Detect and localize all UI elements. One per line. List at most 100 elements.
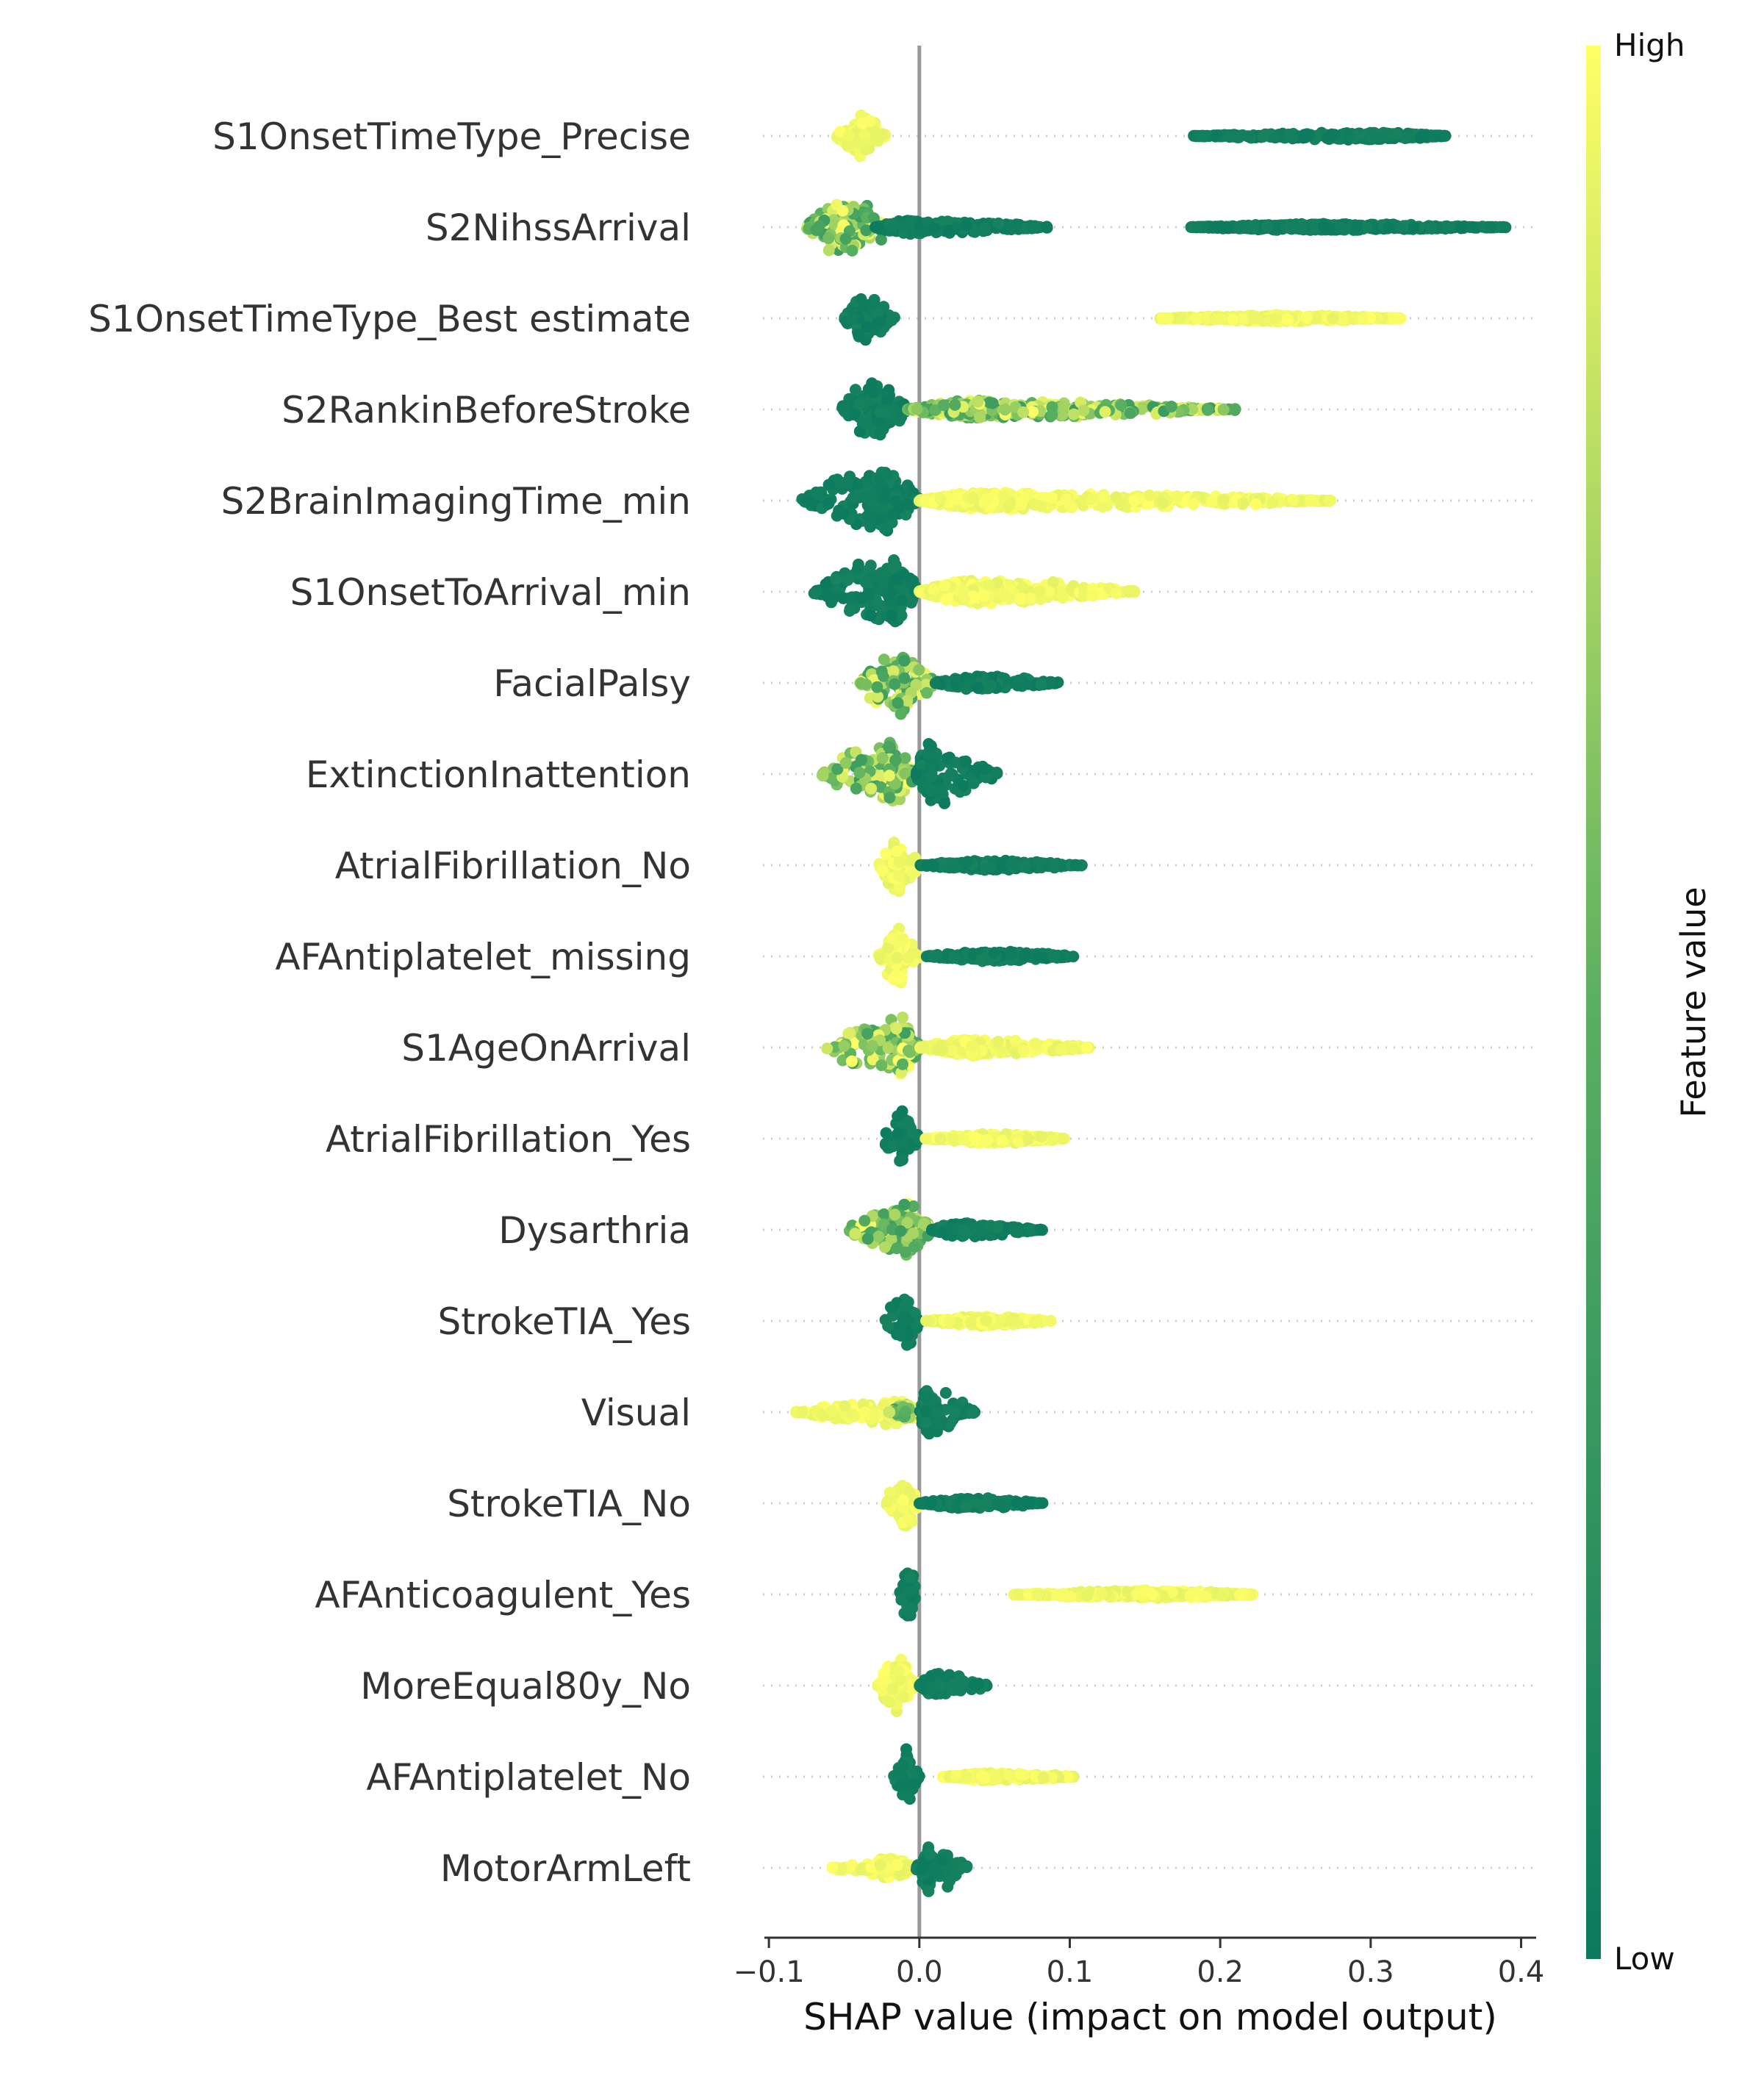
- shap-point: [940, 593, 953, 606]
- shap-point: [1017, 406, 1030, 418]
- shap-point: [1060, 493, 1072, 506]
- shap-point: [992, 217, 1005, 229]
- shap-point: [880, 848, 892, 860]
- shap-point: [1223, 131, 1236, 143]
- shap-point: [1294, 222, 1307, 234]
- shap-point: [960, 755, 972, 767]
- shap-point: [844, 605, 856, 617]
- shap-point: [881, 588, 894, 601]
- shap-point: [1270, 312, 1283, 324]
- shap-point: [861, 320, 873, 333]
- shap-point: [859, 576, 872, 589]
- shap-point: [1284, 221, 1297, 234]
- shap-point: [1196, 130, 1208, 143]
- shap-point: [816, 769, 828, 781]
- shap-point: [1441, 220, 1453, 232]
- shap-point: [978, 497, 991, 509]
- shap-point: [878, 493, 890, 505]
- shap-point: [836, 204, 849, 217]
- shap-point: [999, 404, 1011, 416]
- shap-point: [842, 574, 854, 587]
- shap-point: [1099, 406, 1111, 418]
- shap-point: [997, 490, 1010, 502]
- shap-point: [839, 406, 852, 418]
- shap-point: [853, 767, 866, 779]
- shap-point: [850, 782, 862, 795]
- shap-point: [860, 678, 872, 691]
- shap-point: [1247, 222, 1259, 234]
- shap-point: [874, 429, 886, 441]
- shap-point: [855, 293, 867, 305]
- shap-point: [849, 384, 861, 396]
- shap-point: [1381, 129, 1394, 142]
- shap-point: [1250, 312, 1263, 325]
- shap-point: [864, 609, 877, 622]
- shap-point: [1046, 401, 1058, 413]
- shap-point: [928, 222, 941, 234]
- shap-point: [867, 386, 880, 398]
- shap-point: [949, 398, 961, 411]
- shap-point: [1261, 221, 1273, 233]
- shap-point: [1266, 496, 1279, 509]
- shap-point: [946, 768, 958, 781]
- shap-point: [950, 493, 962, 505]
- shap-point: [883, 740, 895, 753]
- shap-point: [1390, 128, 1402, 140]
- shap-point: [1086, 493, 1098, 506]
- shap-point: [822, 498, 835, 510]
- shap-point: [1025, 592, 1037, 604]
- shap-point: [986, 397, 999, 409]
- shap-point: [937, 399, 950, 412]
- shap-point: [822, 244, 835, 257]
- shap-point: [1357, 312, 1369, 324]
- shap-point: [1023, 488, 1035, 501]
- shap-point: [892, 697, 904, 709]
- shap-point: [1402, 132, 1414, 144]
- shap-point: [1360, 221, 1373, 234]
- shap-point: [875, 128, 887, 140]
- shap-point: [808, 587, 821, 599]
- shap-point: [851, 563, 864, 576]
- shap-point: [972, 395, 984, 408]
- points-layer: [790, 110, 1512, 1897]
- shap-point: [1029, 498, 1041, 511]
- shap-point: [1216, 312, 1228, 325]
- shap-point: [1287, 494, 1299, 506]
- shap-point: [957, 585, 969, 598]
- shap-point: [1281, 314, 1294, 326]
- shap-point: [1323, 495, 1335, 507]
- shap-point: [889, 678, 901, 690]
- shap-point: [839, 756, 852, 769]
- shap-point: [967, 492, 979, 504]
- shap-point: [1257, 130, 1269, 143]
- shap-point: [929, 677, 942, 690]
- shap-point: [875, 406, 887, 418]
- shap-point: [871, 681, 883, 693]
- shap-point: [974, 411, 986, 423]
- shap-point: [1211, 129, 1223, 142]
- shap-point: [1327, 312, 1339, 324]
- shap-point: [1250, 498, 1262, 511]
- shap-point: [1237, 497, 1250, 509]
- shap-point: [1115, 399, 1127, 412]
- shap-point: [1227, 313, 1239, 326]
- shap-point: [1128, 494, 1141, 506]
- shap-point: [925, 739, 937, 752]
- shap-point: [913, 664, 925, 676]
- shap-point: [972, 681, 984, 694]
- shap-point: [881, 469, 893, 481]
- shap-point: [842, 129, 855, 142]
- shap-point: [1122, 585, 1135, 598]
- shap-point: [883, 792, 896, 804]
- shap-point: [853, 398, 866, 410]
- shap-point: [1485, 221, 1497, 234]
- shap-point: [1205, 495, 1218, 508]
- shap-point: [830, 573, 842, 585]
- shap-point: [860, 224, 872, 237]
- shap-point: [1202, 404, 1214, 416]
- shap-point: [1067, 408, 1080, 420]
- shap-point: [1013, 674, 1025, 687]
- shap-point: [895, 594, 908, 606]
- shap-point: [942, 224, 955, 237]
